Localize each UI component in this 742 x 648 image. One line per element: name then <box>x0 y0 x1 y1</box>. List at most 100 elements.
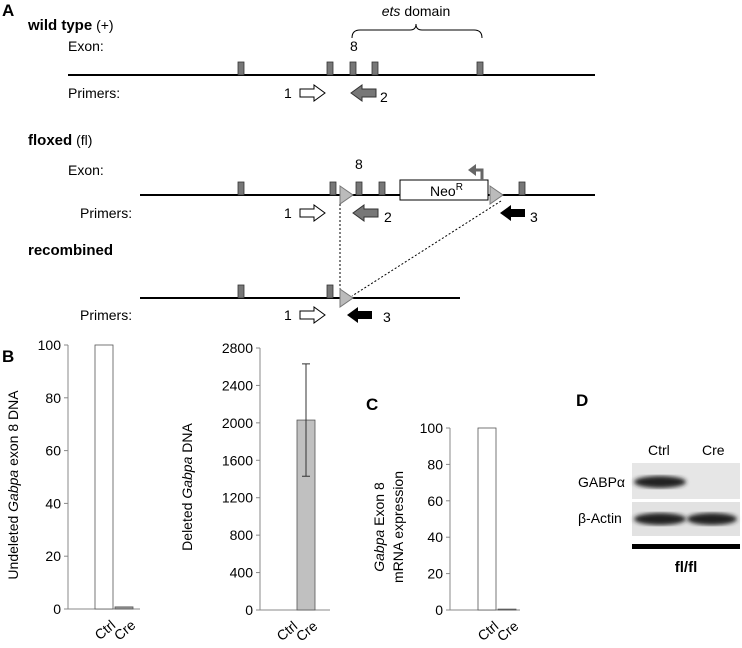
exon-number: 8 <box>350 38 358 54</box>
exon-label: Exon: <box>68 38 104 54</box>
band <box>687 513 737 525</box>
y-tick-label: 100 <box>420 420 444 436</box>
y-axis-label: Deleted Gabpa DNA <box>179 423 195 551</box>
primer-arrow <box>350 84 377 102</box>
loxp <box>489 185 504 205</box>
row-label: β-Actin <box>578 510 622 526</box>
allele-title: wild type (+) <box>27 17 114 34</box>
primers-label: Primers: <box>80 307 132 323</box>
neo-cassette <box>399 179 489 201</box>
primer: 1 <box>284 85 292 101</box>
y-tick-label: 0 <box>245 602 253 618</box>
ylabel-part: mRNA expression <box>390 471 406 583</box>
y-tick-label: 20 <box>427 566 443 582</box>
y-tick-label: 80 <box>45 390 61 406</box>
panel-label: D <box>576 391 588 410</box>
title: wild type <box>27 17 92 34</box>
y-tick-label: 40 <box>427 529 443 545</box>
panel-label: C <box>366 395 378 414</box>
bar <box>94 344 114 610</box>
primer: 1 <box>284 205 292 221</box>
primer-arrow <box>500 205 525 221</box>
genotype: fl/fl <box>675 559 698 576</box>
allele-title: floxed (fl) <box>28 132 92 149</box>
y-tick-label: 2400 <box>222 377 253 393</box>
suffix: (fl) <box>72 132 92 148</box>
x-tick-label: Cre <box>494 618 522 645</box>
primer: 1 <box>284 307 292 323</box>
row-label: GABPα <box>578 474 625 490</box>
primer: 3 <box>530 209 538 225</box>
x-tick-label: Cre <box>111 617 139 644</box>
y-tick-label: 2000 <box>222 415 253 431</box>
primer-arrow <box>352 204 379 222</box>
brace <box>351 23 483 39</box>
allele-title: recombined <box>28 242 113 259</box>
y-tick-label: 1600 <box>222 452 253 468</box>
ylabel-part: Deleted <box>179 499 195 551</box>
exon-label: Exon: <box>68 162 104 178</box>
x-tick-label: Cre <box>293 618 321 645</box>
promoter-arrowhead <box>468 164 476 176</box>
primer-arrow <box>299 306 326 324</box>
y-tick-label: 1200 <box>222 490 253 506</box>
neo-sup: R <box>456 182 463 193</box>
ylabel-part: Gabpa <box>371 530 387 572</box>
y-tick-label: 0 <box>53 601 61 617</box>
loxp <box>339 185 354 205</box>
exons <box>237 284 334 299</box>
title: floxed <box>28 132 72 149</box>
suffix: (+) <box>92 17 113 33</box>
primer-arrow <box>299 84 326 102</box>
ylabel-part: Undeleted <box>5 512 21 580</box>
primer: 3 <box>383 309 391 325</box>
ets: ets <box>382 3 401 19</box>
bar <box>497 608 517 611</box>
panel-label: A <box>2 1 14 20</box>
panel-label: B <box>2 347 14 366</box>
y-axis-label: Gabpa Exon 8 <box>371 482 387 572</box>
band <box>634 513 686 525</box>
ylabel-part: DNA <box>179 423 195 457</box>
primers-label: Primers: <box>68 85 120 101</box>
ylabel-part: exon 8 DNA <box>5 390 21 470</box>
y-tick-label: 60 <box>427 493 443 509</box>
y-tick-label: 40 <box>45 495 61 511</box>
exon-number: 8 <box>355 156 363 172</box>
bar <box>477 427 497 611</box>
error-bar <box>302 363 310 477</box>
loxp <box>339 288 354 308</box>
y-tick-label: 20 <box>45 548 61 564</box>
lane-label: Cre <box>702 442 725 458</box>
primer: 2 <box>384 209 392 225</box>
y-tick-label: 400 <box>230 565 254 581</box>
ylabel-part: Gabpa <box>179 456 195 498</box>
ets-label: ets domain <box>382 3 451 19</box>
domain: domain <box>400 3 450 19</box>
y-tick-label: 800 <box>230 527 254 543</box>
neo: Neo <box>430 183 456 199</box>
band <box>634 476 686 488</box>
ylabel-part: Gabpa <box>5 470 21 512</box>
primer-arrow <box>299 204 326 222</box>
primer: 2 <box>380 89 388 105</box>
neo-label: NeoR <box>430 182 463 199</box>
y-tick-label: 60 <box>45 443 61 459</box>
y-axis-label: Undeleted Gabpa exon 8 DNA <box>5 390 21 580</box>
genotype-bar <box>632 544 740 549</box>
y-tick-label: 100 <box>38 337 62 353</box>
dotted-line <box>351 200 502 297</box>
ylabel-part: Exon 8 <box>371 482 387 530</box>
y-tick-label: 2800 <box>222 340 253 356</box>
exons <box>237 61 484 76</box>
bar <box>114 606 134 610</box>
exons <box>237 181 526 196</box>
y-tick-label: 80 <box>427 456 443 472</box>
y-tick-label: 0 <box>435 602 443 618</box>
promoter-arrow <box>474 168 484 180</box>
y-axis-label: mRNA expression <box>390 471 406 583</box>
primer-arrow <box>347 307 372 323</box>
lane-label: Ctrl <box>648 442 670 458</box>
primers-label: Primers: <box>80 205 132 221</box>
